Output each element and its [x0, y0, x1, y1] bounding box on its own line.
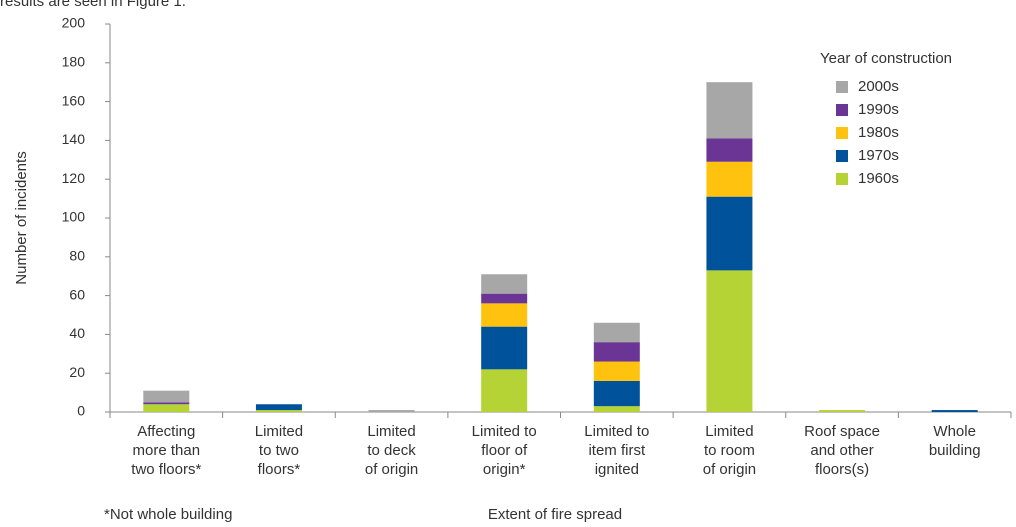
- y-tick-label: 20: [69, 364, 85, 380]
- y-tick-label: 180: [62, 54, 86, 70]
- legend-label: 1970s: [858, 147, 899, 164]
- legend-label: 1980s: [858, 124, 899, 141]
- y-tick-label: 40: [69, 325, 85, 341]
- bar-segment: [481, 274, 528, 294]
- x-tick-label: Limited to floor of origin*: [472, 423, 537, 478]
- y-tick-label: 140: [62, 131, 86, 147]
- bar-segment: [593, 361, 640, 381]
- bar-segment: [368, 410, 415, 412]
- bar-segment: [143, 404, 190, 412]
- x-axis-label: Extent of fire spread: [488, 506, 622, 523]
- legend-swatch: [836, 81, 848, 93]
- bar-segment: [706, 161, 753, 197]
- y-tick-label: 160: [62, 92, 86, 108]
- x-tick-label: Limited to two floors*: [255, 423, 303, 478]
- y-tick-label: 200: [62, 15, 86, 31]
- x-tick-label: Limited to item first ignited: [584, 423, 649, 478]
- bar-segment: [819, 410, 866, 412]
- legend-swatch: [836, 150, 848, 162]
- bar-segment: [481, 369, 528, 412]
- y-tick-label: 100: [62, 209, 86, 225]
- bar-segment: [593, 406, 640, 412]
- y-tick-label: 80: [69, 248, 85, 264]
- legend-label: 1990s: [858, 101, 899, 118]
- legend-title: Year of construction: [820, 50, 952, 67]
- x-tick-label: Roof space and other floors(s): [804, 423, 880, 478]
- bar-segment: [481, 303, 528, 327]
- bar-segment: [481, 326, 528, 370]
- bar-segment: [481, 293, 528, 304]
- y-tick-label: 0: [77, 403, 85, 419]
- bar-segment: [593, 342, 640, 362]
- y-axis-label: Number of incidents: [13, 151, 30, 284]
- legend-swatch: [836, 173, 848, 185]
- bar-segment: [255, 410, 302, 412]
- legend-label: 1960s: [858, 170, 899, 187]
- y-tick-label: 120: [62, 170, 86, 186]
- legend-swatch: [836, 104, 848, 116]
- bar-segment: [593, 380, 640, 407]
- bar-segment: [593, 322, 640, 343]
- legend-label: 2000s: [858, 78, 899, 95]
- x-tick-label: Affecting more than two floors*: [131, 423, 201, 478]
- x-tick-label: Limited to room of origin: [703, 423, 756, 478]
- bar-segment: [931, 410, 978, 412]
- bar-segment: [706, 138, 753, 162]
- bar-segment: [706, 270, 753, 412]
- x-tick-label: Whole building: [929, 423, 981, 459]
- bar-segment: [706, 82, 753, 139]
- footnote: *Not whole building: [104, 506, 232, 523]
- bar-segment: [143, 402, 190, 405]
- bar-segment: [143, 390, 190, 403]
- bar-segment: [255, 404, 302, 411]
- legend-swatch: [836, 127, 848, 139]
- bar-segment: [706, 196, 753, 271]
- intro-text: results are seen in Figure 1.: [0, 0, 186, 10]
- x-tick-label: Limited to deck of origin: [365, 423, 418, 478]
- y-tick-label: 60: [69, 286, 85, 302]
